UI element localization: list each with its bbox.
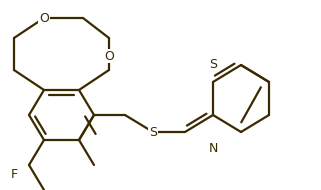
Text: S: S [209,59,217,71]
Text: F: F [11,169,18,181]
Text: O: O [104,50,114,63]
Text: N: N [208,142,218,154]
Text: O: O [39,12,49,25]
Text: S: S [149,126,157,139]
